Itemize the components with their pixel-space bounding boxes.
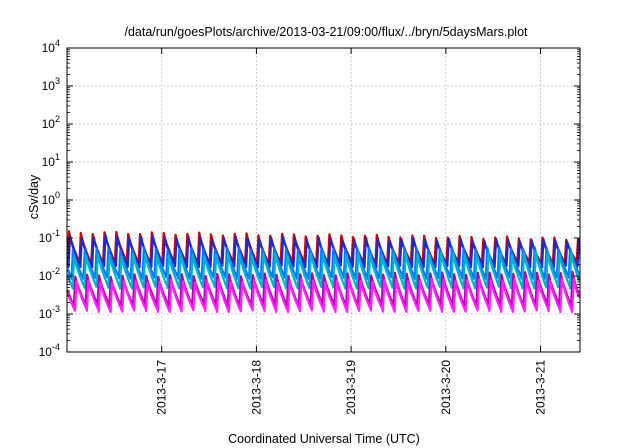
x-axis-label: Coordinated Universal Time (UTC) <box>228 432 420 446</box>
x-ticks: 2013-3-17 2013-3-18 2013-3-19 2013-3-20 2013… <box>155 48 548 415</box>
y-tick-label: 104 <box>42 38 60 55</box>
y-tick-label: 10-2 <box>39 266 60 283</box>
x-tick-label: 2013-3-17 <box>155 360 169 415</box>
x-tick-label: 2013-3-18 <box>249 360 263 415</box>
y-tick-label: 101 <box>42 152 60 169</box>
x-tick-label: 2013-3-19 <box>344 360 358 415</box>
chart-title: /data/run/goesPlots/archive/2013-03-21/0… <box>124 25 528 39</box>
y-ticks: 10-4 10-3 10-2 10-1 100 101 102 103 104 <box>39 38 580 359</box>
series-group <box>66 230 581 314</box>
x-tick-label: 2013-3-20 <box>439 360 453 415</box>
y-axis-label: cSv/day <box>27 174 41 219</box>
y-tick-label: 10-3 <box>39 304 60 321</box>
y-tick-label: 103 <box>42 76 60 93</box>
y-tick-label: 10-1 <box>39 228 60 245</box>
y-tick-label: 102 <box>42 114 60 131</box>
y-tick-label: 10-4 <box>39 342 60 359</box>
x-tick-label: 2013-3-21 <box>534 360 548 415</box>
y-tick-label: 100 <box>42 190 60 207</box>
series-line-4 <box>66 251 581 290</box>
series-line-6 <box>66 277 580 314</box>
